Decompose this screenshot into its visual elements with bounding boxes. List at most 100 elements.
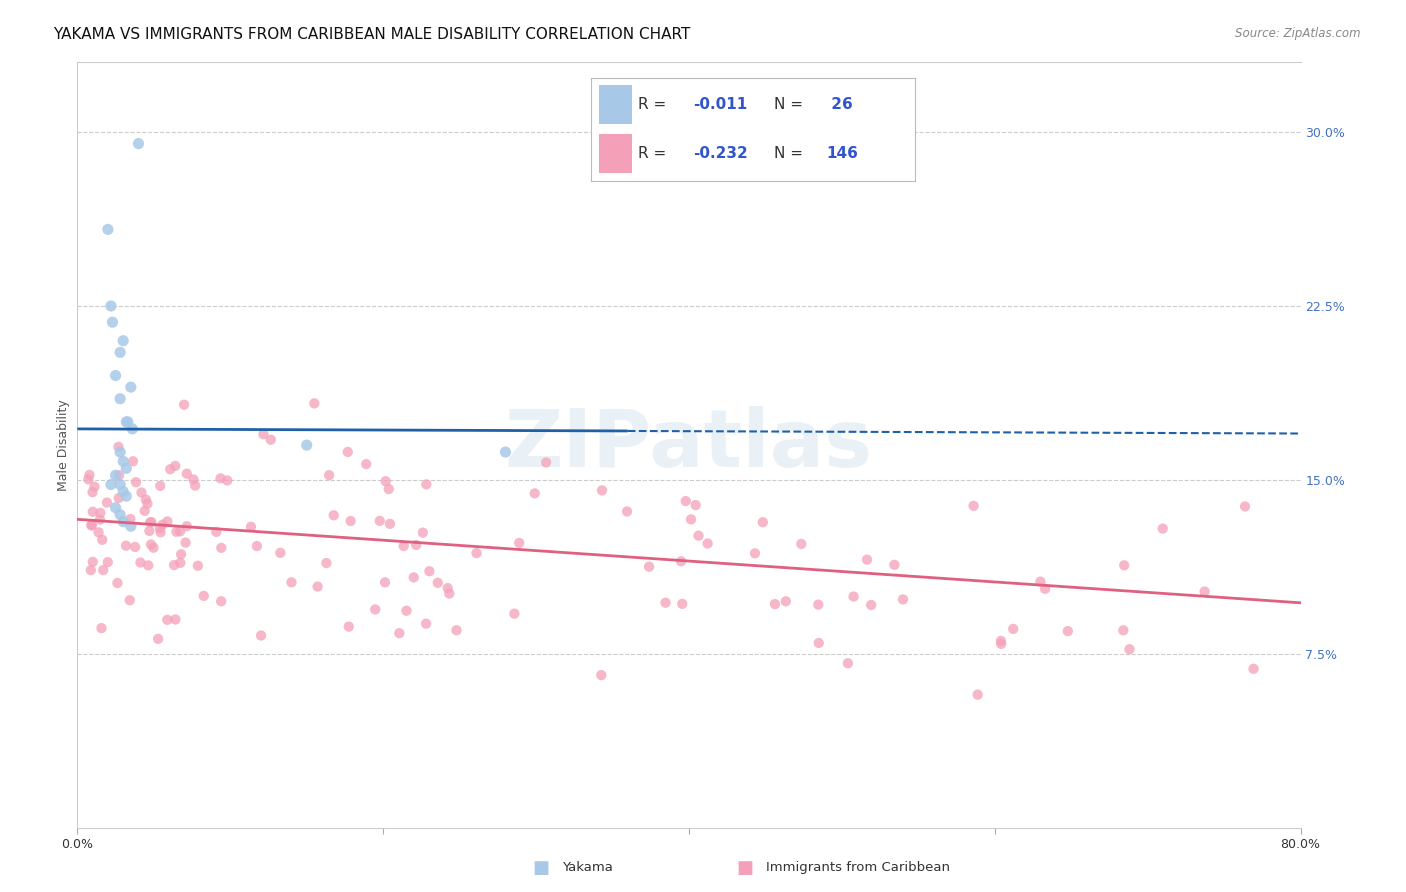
Point xyxy=(165,613,187,627)
Point xyxy=(1243,662,1265,676)
Point xyxy=(240,520,263,534)
Point xyxy=(669,554,692,568)
Point xyxy=(679,512,702,526)
Point xyxy=(534,455,557,469)
Point xyxy=(96,495,118,509)
Point xyxy=(77,472,100,486)
Point xyxy=(125,475,148,490)
Point xyxy=(173,398,195,412)
Point xyxy=(1114,558,1136,573)
Point xyxy=(131,485,153,500)
Point xyxy=(790,537,813,551)
Point xyxy=(115,539,138,553)
Point xyxy=(209,594,232,608)
Text: Source: ZipAtlas.com: Source: ZipAtlas.com xyxy=(1236,27,1361,40)
Point xyxy=(337,619,360,633)
Point xyxy=(860,598,883,612)
Point xyxy=(1033,582,1056,596)
Point xyxy=(108,345,131,359)
Point xyxy=(100,477,122,491)
Point xyxy=(962,499,984,513)
Point xyxy=(108,392,131,406)
Point xyxy=(170,547,193,561)
Point xyxy=(307,580,329,594)
Y-axis label: Male Disability: Male Disability xyxy=(58,400,70,491)
Point xyxy=(118,593,141,607)
Point xyxy=(108,445,131,459)
Point xyxy=(1118,642,1140,657)
Point xyxy=(115,415,138,429)
Point xyxy=(193,589,215,603)
Point xyxy=(217,474,239,488)
Point xyxy=(120,380,142,394)
Point xyxy=(495,445,517,459)
Point xyxy=(377,482,399,496)
Point xyxy=(122,454,145,468)
Point xyxy=(374,475,396,489)
Point xyxy=(744,546,766,560)
Point xyxy=(97,555,120,569)
Point xyxy=(295,438,318,452)
Point xyxy=(1056,624,1078,639)
Text: ■: ■ xyxy=(737,859,754,877)
Point xyxy=(209,541,232,555)
Point xyxy=(688,529,710,543)
Point xyxy=(418,564,440,578)
Point xyxy=(117,415,139,429)
Point xyxy=(336,445,359,459)
Point xyxy=(280,575,302,590)
Point xyxy=(1029,574,1052,589)
Point xyxy=(364,602,387,616)
Point xyxy=(163,558,186,572)
Point xyxy=(121,422,143,436)
Point xyxy=(260,433,283,447)
Point xyxy=(108,477,131,491)
Point xyxy=(378,516,401,531)
Point xyxy=(87,525,110,540)
Text: ■: ■ xyxy=(533,859,550,877)
Point xyxy=(115,489,138,503)
Point xyxy=(89,513,111,527)
Point xyxy=(136,497,159,511)
Point xyxy=(1194,584,1216,599)
Point xyxy=(104,368,127,383)
Point xyxy=(159,462,181,476)
Point xyxy=(146,632,169,646)
Point xyxy=(412,525,434,540)
Point xyxy=(368,514,391,528)
Point xyxy=(1002,622,1025,636)
Point xyxy=(807,598,830,612)
Point xyxy=(315,556,337,570)
Point xyxy=(883,558,905,572)
Point xyxy=(149,521,172,535)
Point xyxy=(156,613,179,627)
Point xyxy=(82,505,104,519)
Point xyxy=(134,504,156,518)
Point xyxy=(304,396,326,410)
Point xyxy=(100,299,122,313)
Point xyxy=(187,558,209,573)
Point xyxy=(426,575,449,590)
Point xyxy=(82,485,104,500)
Text: YAKAMA VS IMMIGRANTS FROM CARIBBEAN MALE DISABILITY CORRELATION CHART: YAKAMA VS IMMIGRANTS FROM CARIBBEAN MALE… xyxy=(53,27,690,42)
Point xyxy=(97,222,120,236)
Point xyxy=(129,556,152,570)
Point xyxy=(169,524,191,539)
Point xyxy=(165,458,187,473)
Point xyxy=(465,546,488,560)
Point xyxy=(339,514,361,528)
Point xyxy=(246,539,269,553)
Point xyxy=(1234,500,1257,514)
Point xyxy=(591,483,613,498)
Point xyxy=(152,517,174,532)
Point xyxy=(176,519,198,533)
Point xyxy=(671,597,693,611)
Point xyxy=(269,546,291,560)
Point xyxy=(395,604,418,618)
Point xyxy=(209,471,232,485)
Point xyxy=(104,468,127,483)
Point xyxy=(112,515,135,529)
Point xyxy=(83,480,105,494)
Point xyxy=(523,486,546,500)
Point xyxy=(392,539,415,553)
